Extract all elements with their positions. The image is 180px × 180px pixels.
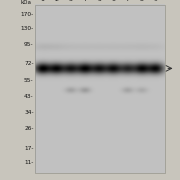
Text: 4: 4 xyxy=(83,0,87,2)
Text: 17-: 17- xyxy=(24,146,34,151)
Text: 11-: 11- xyxy=(24,160,34,165)
Text: kDa: kDa xyxy=(21,0,32,5)
Text: 8: 8 xyxy=(140,0,143,2)
Text: 5: 5 xyxy=(97,0,101,2)
Text: 9: 9 xyxy=(154,0,158,2)
Text: 95-: 95- xyxy=(24,42,34,48)
Text: 130-: 130- xyxy=(20,26,34,31)
Text: 7: 7 xyxy=(125,0,129,2)
Text: 2: 2 xyxy=(55,0,58,2)
Text: 72-: 72- xyxy=(24,61,34,66)
Text: 26-: 26- xyxy=(24,126,34,131)
Text: 34-: 34- xyxy=(24,110,34,115)
Bar xyxy=(35,4,165,173)
Text: 43-: 43- xyxy=(24,94,34,99)
Text: 1: 1 xyxy=(40,0,44,2)
Text: 3: 3 xyxy=(69,0,73,2)
Text: 55-: 55- xyxy=(24,78,34,83)
Text: 170-: 170- xyxy=(20,12,34,17)
Text: 6: 6 xyxy=(111,0,115,2)
